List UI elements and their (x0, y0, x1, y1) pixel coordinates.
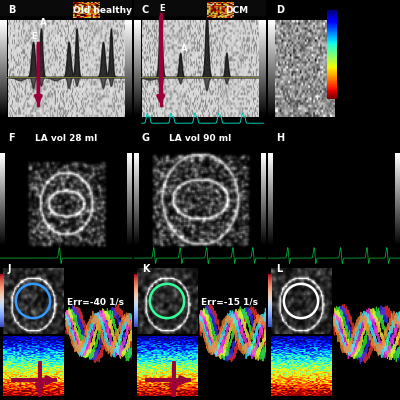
Text: Err=-15 1/s: Err=-15 1/s (200, 298, 258, 307)
Text: E: E (31, 32, 37, 40)
Text: H: H (276, 132, 284, 142)
Text: Err=-40 1/s: Err=-40 1/s (66, 298, 124, 307)
Text: K: K (142, 264, 150, 274)
Text: B: B (8, 5, 15, 15)
Bar (0, 0, 132, 16)
Text: Old healthy: Old healthy (74, 6, 132, 15)
Text: E: E (159, 4, 165, 14)
Text: J: J (8, 264, 12, 274)
Text: DCM: DCM (226, 6, 248, 15)
Text: LA vol 90 ml: LA vol 90 ml (169, 134, 231, 142)
Text: LA vol 28 ml: LA vol 28 ml (35, 134, 97, 142)
Bar (134, 0, 266, 16)
Text: C: C (142, 5, 149, 15)
Text: L: L (276, 264, 282, 274)
Text: F: F (8, 132, 14, 142)
Text: D: D (276, 5, 284, 15)
Text: A: A (181, 44, 187, 53)
Text: A: A (40, 18, 46, 27)
Text: G: G (142, 132, 150, 142)
